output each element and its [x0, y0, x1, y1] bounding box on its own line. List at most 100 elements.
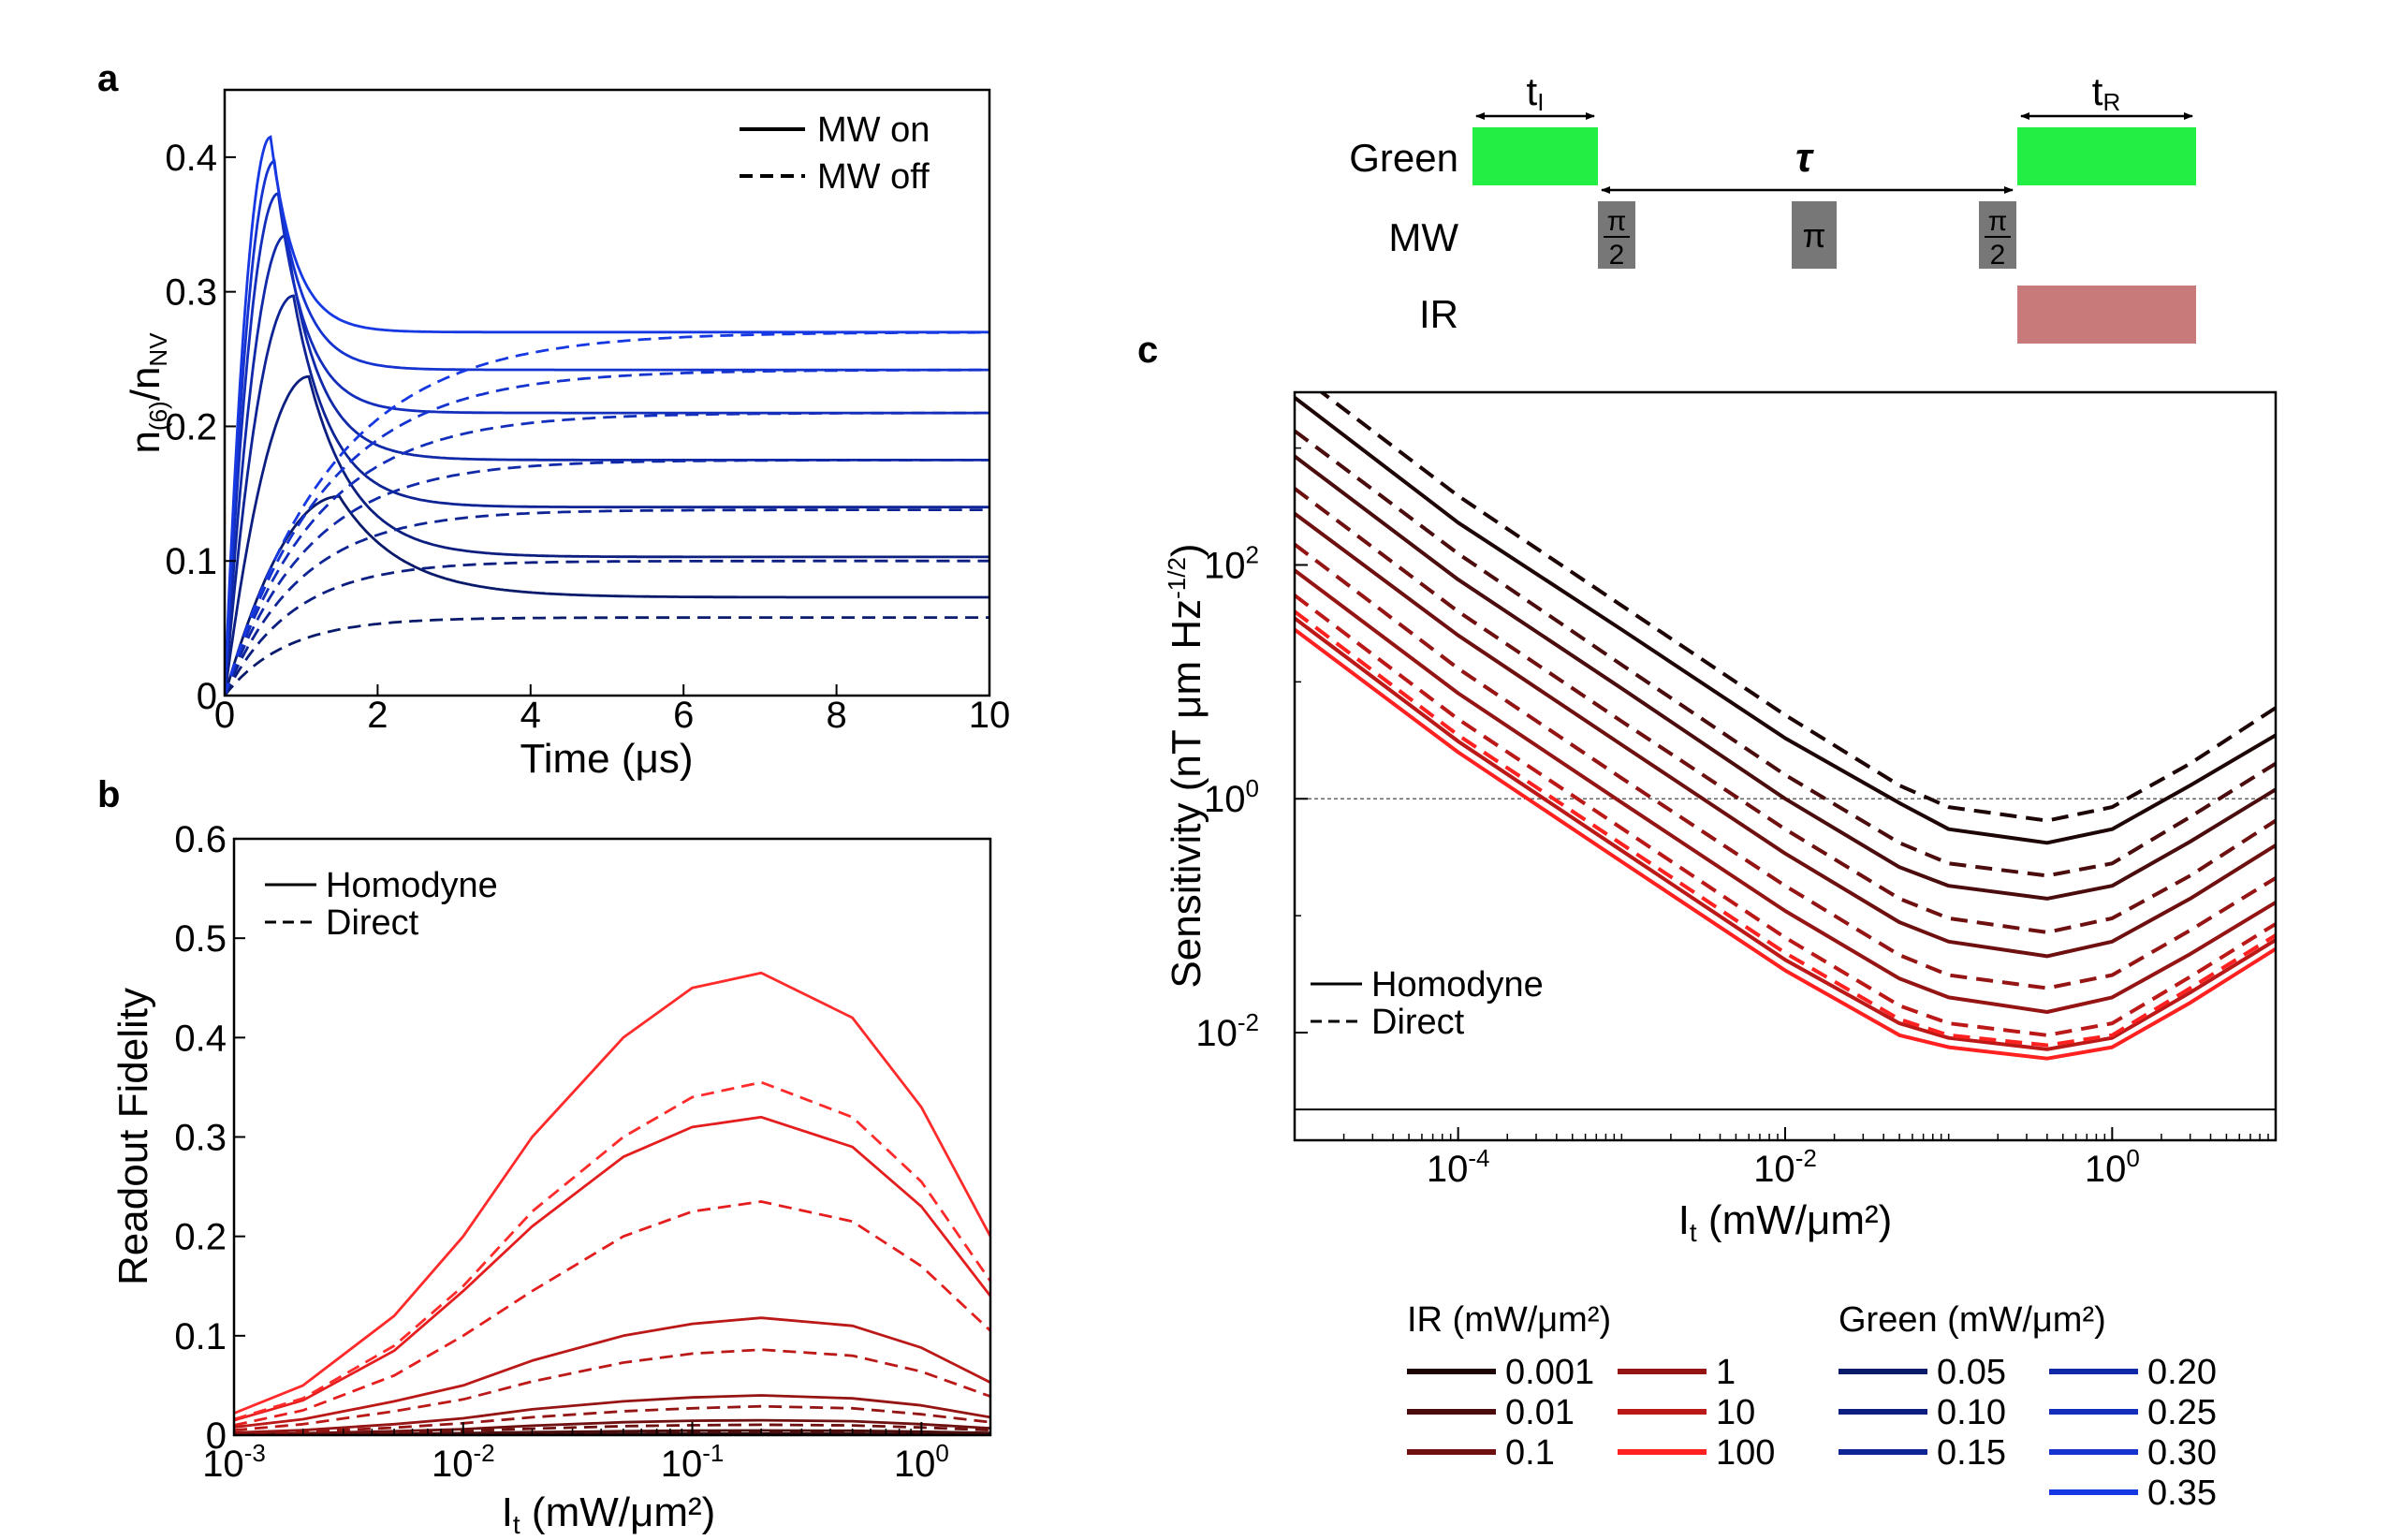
series-mw-off-2	[225, 508, 989, 696]
legend-label-mw-on: MW on	[817, 110, 930, 150]
legend-label-direct: Direct	[326, 903, 419, 943]
y-tick-label: 0	[197, 676, 217, 717]
green-pulse-init	[1472, 127, 1598, 185]
row-label-green: Green	[1349, 136, 1458, 180]
y-tick-label: 0.2	[165, 406, 217, 447]
green-legend-entries: 0.050.100.15 0.200.250.300.35	[1839, 1353, 2217, 1513]
series-9	[234, 1348, 990, 1432]
row-label-ir: IR	[1419, 292, 1458, 336]
y-tick-label: 102	[1204, 540, 1259, 586]
t-r-label: tR	[2092, 69, 2120, 116]
green-legend-label: 0.05	[1937, 1353, 2006, 1392]
series-7	[1295, 542, 2276, 990]
green-legend-label: 0.10	[1937, 1393, 2006, 1432]
pi-half-den-2: 2	[1990, 240, 2006, 271]
x-tick-label: 6	[673, 695, 694, 736]
panel-label-a: a	[97, 58, 119, 99]
panel-b-series	[234, 971, 990, 1435]
legend-label-direct: Direct	[1371, 1003, 1465, 1042]
panel-b-ticks: 10-3 10-2 10-1 100 0 0.1 0.2 0.3 0.4 0.5 0.6	[174, 819, 991, 1485]
series-6	[234, 1394, 990, 1434]
legend-label-homodyne: Homodyne	[326, 866, 498, 905]
panel-c-legend: Homodyne Direct	[1311, 965, 1544, 1042]
series-mw-on-0	[225, 494, 989, 696]
series-mw-off-0	[225, 616, 989, 696]
y-tick-label: 0.1	[174, 1316, 227, 1357]
y-tick-label: 0	[206, 1415, 227, 1457]
x-tick-label: 10	[969, 695, 1011, 736]
series-5	[234, 1423, 990, 1435]
pulse-sequence: Green MW IR π 2 π π 2 tI tR τ	[1349, 69, 2196, 344]
panel-a-xlabel: Time (μs)	[520, 736, 693, 782]
series-5	[1295, 487, 2276, 934]
y-tick-label: 10-2	[1195, 1008, 1259, 1054]
row-label-mw: MW	[1388, 215, 1458, 259]
series-0	[1295, 396, 2276, 845]
series-7	[234, 1404, 990, 1435]
panel-a-ylabel: n(6)/nNV	[123, 332, 172, 454]
series-13	[234, 1080, 990, 1421]
x-tick-label: 10-1	[661, 1439, 725, 1485]
x-tick-label: 2	[367, 695, 388, 736]
green-legend-label: 0.20	[2147, 1353, 2217, 1392]
series-mw-on-2	[225, 294, 989, 696]
pi-half-num-1: π	[1607, 206, 1627, 237]
series-8	[234, 1316, 990, 1429]
series-mw-on-6	[225, 135, 989, 696]
y-tick-label: 0.4	[174, 1018, 227, 1059]
x-tick-label: 0	[214, 695, 235, 736]
pi-label: π	[1803, 216, 1826, 255]
series-10	[234, 1115, 990, 1422]
series-mw-off-5	[225, 368, 989, 696]
series-mw-off-3	[225, 459, 989, 696]
panel-c-xlabel: It (mW/μm²)	[1678, 1197, 1893, 1247]
mw-pi-pulse	[1792, 201, 1837, 269]
panel-a-series	[225, 135, 989, 696]
green-legend-label: 0.30	[2147, 1433, 2217, 1473]
panel-label-c: c	[1137, 330, 1158, 371]
y-tick-label: 0.3	[174, 1118, 227, 1159]
series-mw-off-1	[225, 559, 989, 696]
mw-pi-half-pulse-1	[1598, 201, 1635, 269]
ir-pulse-readout	[2017, 286, 2196, 344]
x-tick-label: 10-3	[202, 1439, 266, 1485]
ir-legend-label: 10	[1716, 1393, 1755, 1432]
x-tick-label: 4	[520, 695, 541, 736]
series-10	[1295, 627, 2276, 1061]
series-8	[1295, 616, 2276, 1051]
mw-pi-half-pulse-2	[1979, 201, 2016, 269]
y-tick-label: 100	[1204, 774, 1259, 820]
pi-half-den-1: 2	[1609, 240, 1625, 271]
tau-label: τ	[1795, 135, 1814, 181]
legend-label-homodyne: Homodyne	[1371, 965, 1544, 1005]
series-2	[1295, 454, 2276, 901]
series-mw-off-6	[225, 330, 989, 696]
panel-a-ticks: 0 2 4 6 8 10 0 0.1 0.2 0.3 0.4	[165, 138, 1010, 736]
panel-c-ticks: 10-4 10-2 100 10-2 100 102	[1195, 447, 2269, 1190]
panel-b-ylabel: Readout Fidelity	[110, 988, 156, 1285]
series-6	[1295, 568, 2276, 1014]
y-tick-label: 0.1	[165, 541, 217, 582]
panel-c-chart: 10-4 10-2 100 10-2 100 102 It (mW/μm²) Sensit…	[1163, 390, 2278, 1247]
panel-c-series	[1295, 392, 2276, 1111]
y-tick-label: 0.5	[174, 918, 227, 960]
series-12	[234, 971, 990, 1415]
y-tick-label: 0.6	[174, 819, 227, 860]
panel-label-b: b	[97, 774, 120, 815]
x-tick-label: 10-2	[1753, 1144, 1817, 1190]
series-mw-on-5	[225, 159, 989, 696]
ir-legend-label: 0.1	[1505, 1433, 1555, 1473]
y-tick-label: 0.3	[165, 272, 217, 314]
x-tick-label: 10-4	[1427, 1144, 1490, 1190]
green-legend-label: 0.25	[2147, 1393, 2217, 1432]
series-3	[1295, 429, 2276, 878]
x-tick-label: 100	[894, 1439, 949, 1485]
pi-half-num-2: π	[1988, 206, 2008, 237]
t-i-label: tI	[1527, 69, 1545, 116]
panel-b-chart: 10-3 10-2 10-1 100 0 0.1 0.2 0.3 0.4 0.5 0.6 It (m…	[110, 819, 992, 1539]
series-mw-off-4	[225, 411, 989, 696]
